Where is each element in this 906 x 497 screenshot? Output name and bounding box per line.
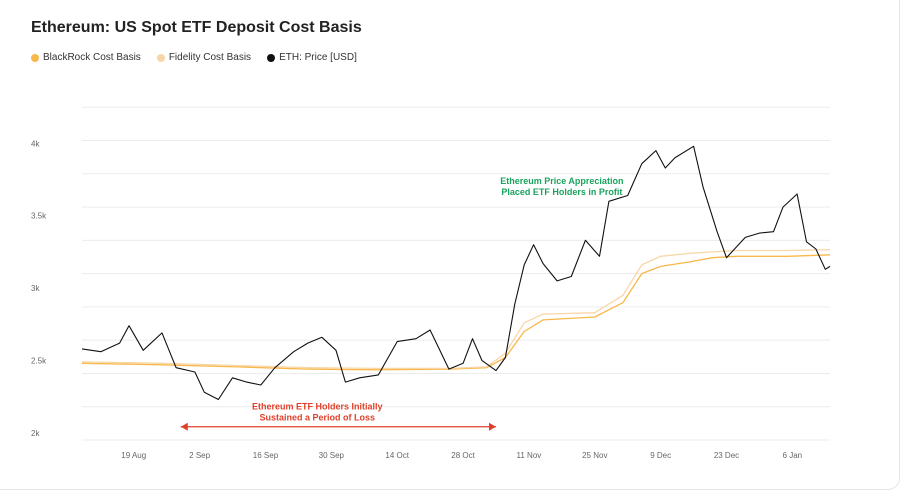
legend-label-blackrock: BlackRock Cost Basis xyxy=(43,52,141,63)
chart-legend: BlackRock Cost Basis Fidelity Cost Basis… xyxy=(31,52,357,63)
y-tick-label: 3k xyxy=(31,284,40,293)
y-tick-label: 2k xyxy=(31,429,40,438)
x-tick-label: 11 Nov xyxy=(517,451,542,460)
chart-title: Ethereum: US Spot ETF Deposit Cost Basis xyxy=(31,19,362,36)
x-tick-label: 30 Sep xyxy=(319,451,345,460)
loss-period-arrow-head-left xyxy=(180,422,188,431)
x-tick-label: 14 Oct xyxy=(385,451,409,460)
x-tick-label: 19 Aug xyxy=(121,451,146,460)
legend-item-fidelity[interactable]: Fidelity Cost Basis xyxy=(156,52,252,63)
y-tick-label: 3.5k xyxy=(31,212,47,221)
annotation-1-line-1: Sustained a Period of Loss xyxy=(259,413,375,423)
x-tick-label: 2 Sep xyxy=(189,451,210,460)
legend-label-eth-price: ETH: Price [USD] xyxy=(279,52,357,63)
legend-item-blackrock[interactable]: BlackRock Cost Basis xyxy=(31,52,141,63)
x-tick-label: 6 Jan xyxy=(783,451,803,460)
y-tick-label: 4k xyxy=(31,139,40,148)
chart-plot: 2k 2.5k 3k 3.5k 4k 19 Aug 2 Sep 16 Sep 30 Sep 14 … xyxy=(31,106,831,460)
series-line-fidelity xyxy=(81,249,831,370)
legend-dot-eth-price xyxy=(267,53,276,62)
legend-dot-fidelity xyxy=(156,53,165,62)
x-tick-label: 28 Oct xyxy=(451,451,475,460)
annotation-0-line-1: Placed ETF Holders in Profit xyxy=(501,187,622,197)
x-tick-label: 16 Sep xyxy=(253,451,279,460)
y-tick-label: 2.5k xyxy=(31,356,47,365)
legend-dot-blackrock xyxy=(31,53,39,62)
x-tick-label: 23 Dec xyxy=(714,451,739,460)
legend-item-eth-price[interactable]: ETH: Price [USD] xyxy=(267,52,357,63)
legend-label-fidelity: Fidelity Cost Basis xyxy=(168,52,252,63)
annotation-0-line-0: Ethereum Price Appreciation xyxy=(500,176,623,186)
x-tick-label: 9 Dec xyxy=(650,451,671,460)
x-tick-label: 25 Nov xyxy=(582,451,607,460)
annotation-1-line-0: Ethereum ETF Holders Initially xyxy=(252,402,383,412)
loss-period-arrow-head-right xyxy=(488,422,496,431)
series-line-eth-price xyxy=(81,145,831,401)
chart-card: Ethereum: US Spot ETF Deposit Cost Basis… xyxy=(0,0,900,490)
series-line-blackrock xyxy=(81,254,831,371)
